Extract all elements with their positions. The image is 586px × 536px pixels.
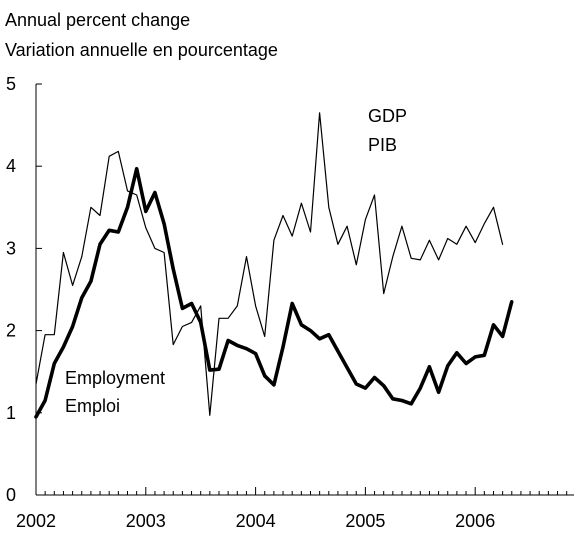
y-axis-ticks: 0 1 2 3 4 5	[6, 74, 42, 505]
y-tick-label: 0	[6, 485, 16, 505]
x-tick-label: 2005	[345, 511, 385, 531]
employment-label: Employment	[65, 368, 165, 388]
series-layer	[34, 112, 514, 419]
y-tick-label: 2	[6, 321, 16, 341]
x-tick-label: 2004	[236, 511, 276, 531]
gdp-label: GDP	[368, 106, 407, 126]
x-tick-label: 2006	[455, 511, 495, 531]
y-tick-label: 3	[6, 238, 16, 258]
gdp-line	[35, 112, 504, 416]
x-tick-label: 2003	[126, 511, 166, 531]
x-tick-label: 2002	[16, 511, 56, 531]
y-tick-label: 5	[6, 74, 16, 94]
x-axis-ticks: 2002 2003 2004 2005 2006	[16, 487, 568, 531]
y-tick-label: 4	[6, 156, 16, 176]
y-axis-title-french: Variation annuelle en pourcentage	[5, 40, 278, 60]
y-tick-label: 1	[6, 403, 16, 423]
pib-label: PIB	[368, 135, 397, 155]
y-axis-title-english: Annual percent change	[5, 10, 190, 30]
emploi-label: Emploi	[65, 396, 120, 416]
employment-line	[34, 166, 514, 419]
